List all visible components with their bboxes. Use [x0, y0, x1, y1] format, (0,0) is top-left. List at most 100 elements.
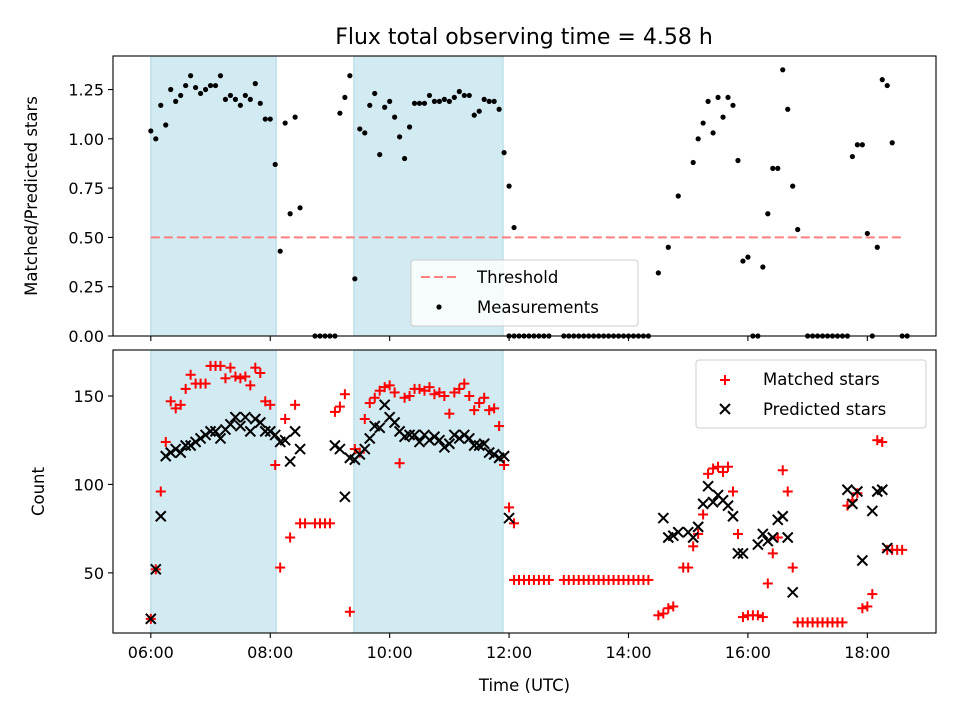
measurement-point [859, 142, 865, 148]
matched-star-marker [344, 606, 355, 617]
predicted-star-marker [184, 439, 197, 452]
legend-predicted-swatch [719, 403, 731, 415]
predicted-star-marker [503, 512, 515, 524]
matched-star-marker [787, 562, 798, 573]
matched-star-marker [334, 401, 345, 412]
measurement-point [486, 98, 492, 104]
measurement-point [173, 98, 179, 104]
legend-box [695, 359, 927, 429]
matched-star-marker [653, 610, 664, 621]
measurement-point [197, 90, 204, 97]
predicted-star-marker [846, 498, 859, 510]
measurement-point [387, 98, 393, 104]
y-tick-label: 1.00 [68, 130, 104, 149]
matched-star-marker [290, 399, 301, 410]
predicted-star-marker [408, 429, 421, 441]
matched-star-marker [767, 548, 778, 559]
predicted-star-marker [752, 538, 764, 551]
predicted-star-marker [413, 436, 426, 448]
predicted-star-marker [707, 496, 719, 508]
matched-star-marker [215, 360, 226, 371]
predicted-star-marker [244, 425, 257, 438]
predicted-star-marker [856, 554, 869, 567]
y-tick-label: 50 [84, 564, 104, 583]
predicted-star-marker [229, 411, 242, 423]
legend-matched-label: Matched stars [763, 370, 880, 389]
matched-star-marker [444, 408, 455, 419]
matched-star-marker [185, 369, 196, 380]
x-tick-label: 08:00 [247, 643, 293, 662]
predicted-star-marker [488, 448, 500, 461]
predicted-star-marker [478, 438, 490, 450]
measurement-point [421, 100, 428, 106]
predicted-star-marker [259, 425, 271, 438]
predicted-star-marker [160, 450, 172, 462]
predicted-star-marker [364, 432, 376, 445]
measurement-point [257, 100, 263, 106]
matched-star-marker [837, 617, 848, 628]
measurement-point [168, 86, 174, 93]
measurement-point [854, 142, 860, 148]
matched-star-marker [713, 461, 724, 472]
predicted-star-marker [329, 439, 341, 452]
predicted-star-marker [433, 434, 446, 446]
measurement-point [267, 116, 273, 122]
predicted-star-marker [150, 563, 162, 576]
measurement-point [287, 211, 293, 217]
matched-star-marker [424, 382, 435, 393]
matched-star-marker [235, 373, 246, 384]
predicted-star-marker [269, 429, 281, 441]
measurement-point [362, 130, 368, 136]
predicted-star-marker [672, 526, 684, 538]
matched-star-marker [265, 399, 276, 410]
matched-star-marker [737, 612, 748, 623]
count-points [145, 360, 908, 628]
predicted-star-marker [732, 547, 744, 560]
legend-measurement-swatch [436, 304, 442, 310]
matched-star-marker [509, 518, 520, 529]
bottom-plot-frame [112, 349, 937, 634]
matched-star-marker [752, 610, 763, 621]
measurement-point [357, 126, 363, 132]
x-tick-label: 06:00 [128, 643, 174, 662]
measurement-points [148, 67, 910, 339]
predicted-star-marker [289, 425, 301, 438]
measurement-point [183, 82, 189, 89]
matched-star-marker [643, 574, 654, 585]
measurement-point [884, 82, 890, 89]
matched-star-marker [474, 398, 485, 409]
matched-star-marker [762, 578, 773, 589]
predicted-star-marker [373, 422, 386, 434]
measurement-point [705, 98, 711, 104]
predicted-star-marker [727, 510, 739, 522]
predicted-star-marker [214, 432, 227, 445]
measurement-point [382, 104, 388, 110]
measurement-point [178, 92, 184, 99]
predicted-star-marker [234, 420, 247, 432]
matched-star-marker [862, 601, 873, 612]
matched-star-marker [439, 390, 450, 401]
measurement-point [695, 136, 701, 142]
predicted-star-marker [777, 510, 789, 522]
matched-star-marker [494, 421, 505, 432]
measurement-point [192, 84, 199, 91]
x-tick-label: 12:00 [486, 643, 532, 662]
predicted-star-marker [767, 531, 779, 544]
matched-star-marker [240, 371, 251, 382]
measurement-point [665, 244, 671, 250]
matched-star-marker [782, 486, 793, 497]
measurement-point [740, 258, 746, 264]
predicted-star-marker [702, 480, 714, 492]
bottom-y-axis: 50 100 150 [73, 387, 113, 583]
measurement-point [775, 165, 781, 171]
y-tick-label: 150 [73, 387, 104, 406]
predicted-star-marker [687, 531, 699, 544]
measurement-point [446, 98, 452, 104]
predicted-star-marker [189, 436, 202, 448]
predicted-star-marker [498, 450, 510, 462]
measurement-point [222, 96, 229, 102]
predicted-star-marker [692, 521, 704, 533]
measurement-point [188, 73, 194, 79]
measurement-point [277, 248, 283, 254]
